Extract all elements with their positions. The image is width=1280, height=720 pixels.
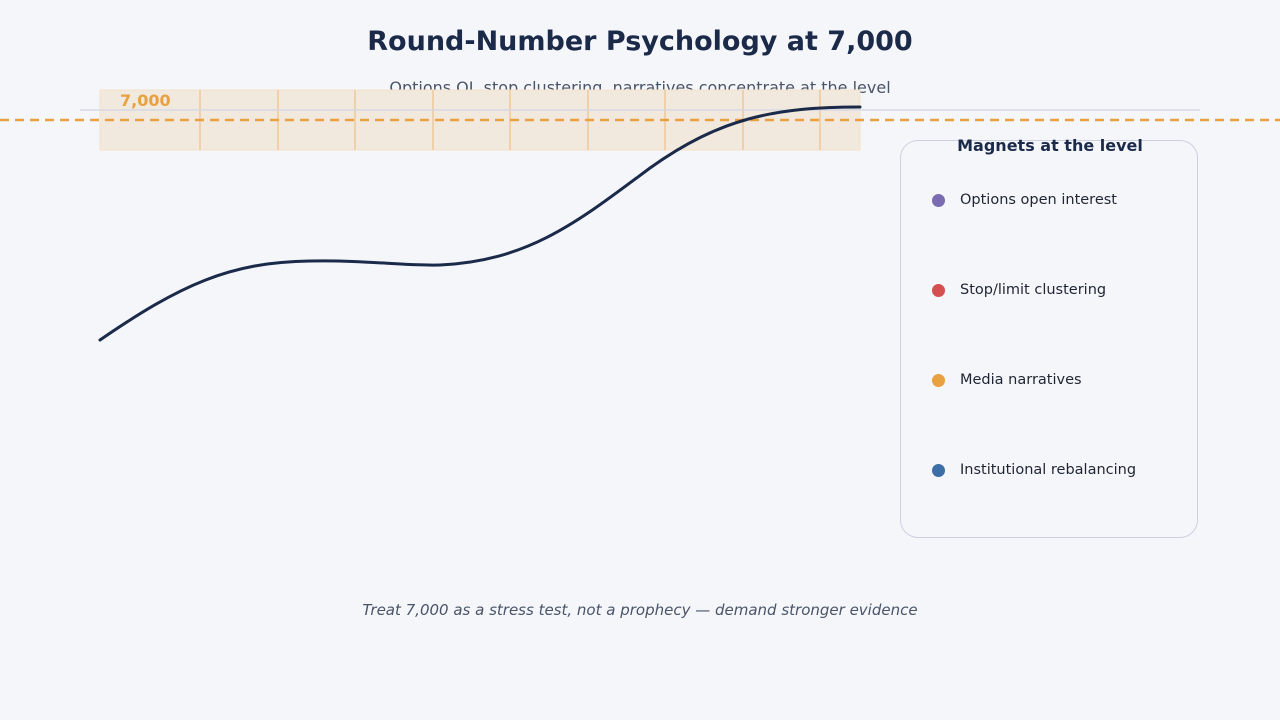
legend-title: Magnets at the level	[957, 136, 1143, 155]
footnote: Treat 7,000 as a stress test, not a prop…	[362, 601, 918, 619]
price-path-curve	[98, 105, 862, 342]
diagram-title: Round-Number Psychology at 7,000	[367, 26, 913, 57]
legend-marker-dot	[932, 283, 945, 297]
legend-marker-dot	[932, 463, 945, 477]
legend-item-stop-clustering: Stop/limit clustering	[932, 280, 1106, 300]
legend-marker-dot	[932, 193, 945, 207]
legend-item-label: Institutional rebalancing	[960, 462, 1137, 478]
legend-item-options-oi: Options open interest	[932, 190, 1117, 210]
legend-item-media-narratives: Media narratives	[932, 370, 1082, 390]
legend-item-label: Media narratives	[960, 372, 1082, 388]
legend-item-label: Options open interest	[960, 192, 1117, 208]
legend-item-institutional-rebalancing: Institutional rebalancing	[932, 460, 1136, 480]
legend-marker-dot	[932, 373, 945, 387]
legend-item-label: Stop/limit clustering	[960, 282, 1107, 298]
level-label: 7,000	[120, 91, 171, 110]
legend-panel	[900, 140, 1198, 538]
